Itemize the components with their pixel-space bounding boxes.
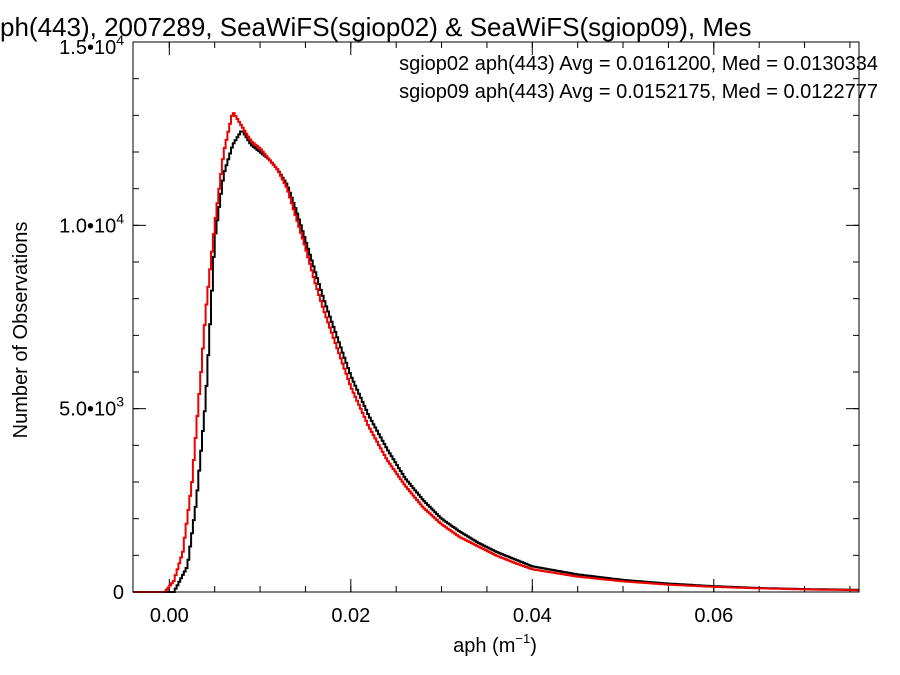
series-annotation-sgiop02: sgiop02 aph(443) Avg = 0.0161200, Med = … (399, 53, 878, 75)
series-layer (133, 112, 859, 593)
x-tick-label: 0.06 (694, 605, 733, 627)
series-line-sgiop09 (133, 112, 859, 593)
x-axis-label: aph (m−1) (453, 631, 537, 657)
y-tick-label: 5.0•103 (59, 394, 124, 421)
y-axis-label: Number of Observations (10, 222, 32, 439)
y-tick-label: 0 (113, 582, 124, 604)
plot-frame (132, 41, 860, 593)
x-axis-label-exponent: −1 (515, 631, 530, 646)
x-axis-label-close: ) (530, 635, 537, 657)
y-tick-label: 1.0•104 (59, 210, 124, 237)
x-axis-label-main: aph (m (453, 635, 515, 657)
y-tick-label: 1.5•104 (59, 32, 124, 59)
axis-ticks: 0.00 0.02 0.04 0.06 0 5.0•103 1.0•104 1.5•104 (59, 32, 859, 627)
x-tick-label: 0.00 (150, 605, 189, 627)
x-tick-label: 0.02 (331, 605, 370, 627)
series-line-sgiop02 (133, 130, 859, 593)
x-tick-label: 0.04 (513, 605, 552, 627)
chart-title: ph(443), 2007289, SeaWiFS(sgiop02) & Sea… (0, 12, 751, 42)
series-annotation-sgiop09: sgiop09 aph(443) Avg = 0.0152175, Med = … (399, 81, 878, 103)
